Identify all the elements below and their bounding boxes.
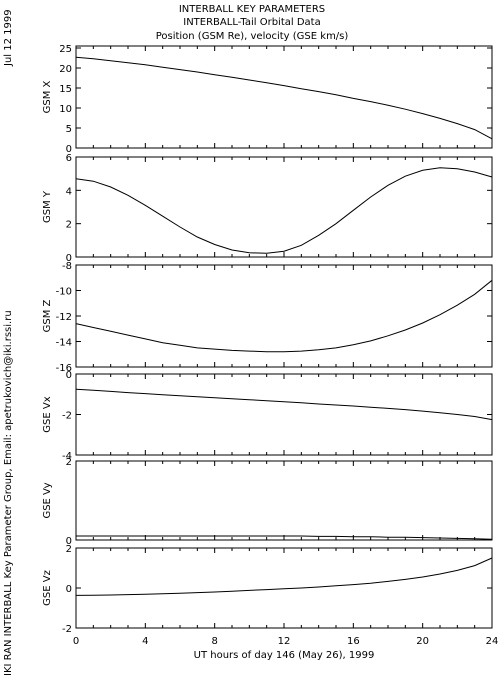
x-axis-label: UT hours of day 146 (May 26), 1999 <box>194 650 375 661</box>
y-axis-label: GSM Z <box>42 299 53 332</box>
y-tick-label: 10 <box>59 104 72 115</box>
y-tick-label: 6 <box>66 153 72 164</box>
y-tick-label: -2 <box>62 624 72 635</box>
y-tick-label: -14 <box>56 338 72 349</box>
series-line <box>75 279 493 353</box>
y-tick-label: 0 <box>66 253 72 264</box>
y-tick-label: 2 <box>66 220 72 231</box>
y-tick-label: 0 <box>66 536 72 547</box>
x-tick-label: 16 <box>347 636 360 647</box>
y-axis-label: GSE Vx <box>42 396 53 432</box>
y-tick-label: -12 <box>56 312 72 323</box>
y-tick-label: -8 <box>62 261 72 272</box>
x-tick-label: 4 <box>142 636 148 647</box>
series-line <box>76 535 493 540</box>
panel-frame <box>75 156 493 258</box>
chart-title: INTERBALL KEY PARAMETERS <box>178 4 326 15</box>
y-axis-label: GSE Vy <box>42 482 53 518</box>
y-tick-label: 20 <box>59 64 72 75</box>
y-tick-label: 0 <box>66 584 72 595</box>
y-tick-label: 0 <box>66 144 72 155</box>
panel-frame <box>75 460 493 541</box>
y-tick-label: 25 <box>59 44 72 55</box>
y-tick-label: 2 <box>66 457 72 468</box>
panel-frame <box>75 373 493 456</box>
x-tick-label: 20 <box>416 636 429 647</box>
series-line <box>75 557 493 596</box>
x-tick-label: 12 <box>278 636 291 647</box>
y-tick-label: -2 <box>62 411 72 422</box>
y-axis-label: GSM X <box>42 80 53 113</box>
x-tick-label: 0 <box>73 636 79 647</box>
x-tick-label: 24 <box>486 636 499 647</box>
y-tick-label: -10 <box>56 287 72 298</box>
chart-subtitle: INTERBALL-Tail Orbital Data <box>183 17 321 28</box>
y-axis-label: GSM Y <box>42 190 53 223</box>
chart-subtitle-units: Position (GSM Re), velocity (GSE km/s) <box>155 31 349 42</box>
series-line <box>75 56 493 140</box>
y-tick-label: 5 <box>66 124 72 135</box>
y-tick-label: 0 <box>66 370 72 381</box>
y-axis-label: GSE Vz <box>42 570 53 606</box>
y-tick-label: 4 <box>66 186 72 197</box>
series-line <box>75 167 493 254</box>
y-tick-label: 15 <box>59 84 72 95</box>
y-tick-label: -4 <box>62 451 72 462</box>
panel-frame <box>75 547 493 629</box>
y-tick-label: 2 <box>66 544 72 555</box>
series-line <box>75 388 493 421</box>
y-tick-label: -16 <box>56 363 72 374</box>
x-tick-label: 8 <box>211 636 217 647</box>
panel-frame <box>75 45 493 149</box>
